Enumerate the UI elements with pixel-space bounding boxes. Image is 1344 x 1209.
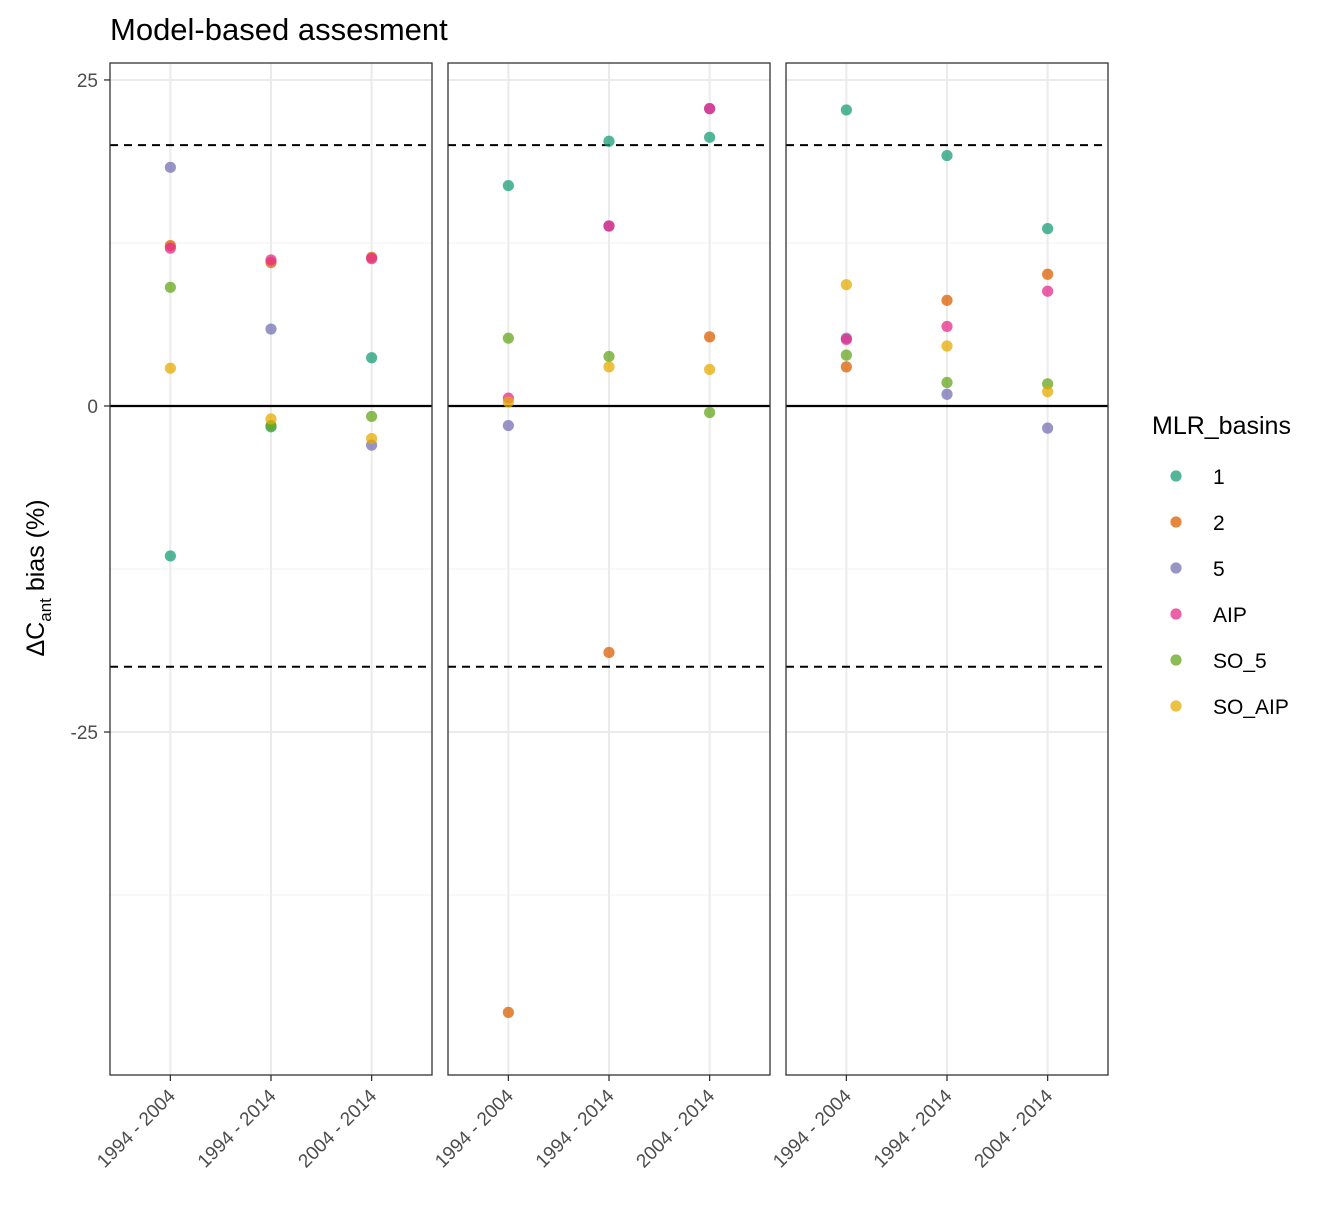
y-axis: 25 0 -25 [71, 71, 110, 744]
x-tick-label: 1994 - 2004 [769, 1085, 856, 1172]
data-point-AIP [941, 320, 953, 333]
legend-label: SO_AIP [1213, 696, 1289, 719]
data-point-1 [502, 179, 514, 192]
legend-label: SO_5 [1213, 650, 1267, 673]
y-tick-label: 25 [77, 71, 98, 92]
data-point-AIP [603, 220, 615, 232]
x-tick-label: 1994 - 2014 [870, 1085, 957, 1172]
panel-3: 1994 - 2004 1994 - 2014 2004 - 2014 [769, 62, 1109, 1172]
data-point-AIP [265, 254, 277, 266]
y-axis-label-subscript: ant [36, 598, 55, 622]
y-axis-label-suffix: bias (%) [22, 499, 50, 598]
data-point-1 [941, 149, 953, 162]
data-point-AIP [704, 103, 716, 115]
y-tick-label: -25 [71, 723, 98, 744]
chart-title: Model-based assesment [110, 12, 448, 47]
data-point-SO_5 [941, 376, 953, 389]
y-axis-label: ΔCant bias (%) [22, 499, 55, 656]
data-point-SO_AIP [366, 432, 378, 445]
data-point-2 [1042, 268, 1054, 280]
legend-key [1170, 516, 1182, 528]
legend-label: 5 [1213, 558, 1225, 581]
data-point-2 [603, 646, 615, 659]
data-point-1 [366, 352, 378, 364]
data-point-2 [941, 294, 953, 306]
data-point-SO_AIP [1042, 386, 1054, 398]
data-point-1 [704, 131, 716, 143]
data-point-SO_5 [502, 332, 514, 344]
data-point-1 [840, 104, 852, 116]
legend-key [1170, 608, 1182, 620]
data-point-5 [1042, 422, 1054, 434]
data-point-SO_5 [603, 350, 615, 363]
legend-item-AIP: AIP [1170, 604, 1247, 627]
data-point-SO_5 [840, 349, 852, 361]
data-point-SO_AIP [502, 396, 514, 408]
data-point-AIP [1042, 285, 1054, 297]
data-point-AIP [840, 333, 852, 346]
legend-item-2: 2 [1170, 512, 1225, 535]
x-tick-label: 1994 - 2004 [431, 1085, 518, 1172]
y-axis-label-prefix: ΔC [22, 622, 50, 657]
x-tick-label: 1994 - 2004 [93, 1085, 180, 1172]
legend-key [1170, 700, 1182, 712]
legend-item-SO_AIP: SO_AIP [1170, 696, 1289, 719]
data-point-5 [502, 419, 514, 432]
x-tick-label: 1994 - 2014 [532, 1085, 619, 1172]
x-tick-label: 2004 - 2014 [295, 1085, 382, 1172]
data-point-SO_AIP [840, 279, 852, 291]
legend-title: MLR_basins [1152, 412, 1291, 440]
data-point-AIP [164, 242, 176, 254]
data-point-AIP [366, 253, 378, 265]
x-tick-label: 2004 - 2014 [971, 1085, 1058, 1172]
data-point-5 [164, 161, 176, 173]
data-point-SO_5 [366, 410, 378, 423]
data-point-SO_AIP [941, 340, 953, 352]
data-point-2 [840, 361, 852, 373]
legend-items: 1 2 5 AIP SO_5 SO_AIP [1170, 466, 1289, 719]
data-point-SO_5 [704, 406, 716, 419]
data-point-SO_AIP [164, 362, 176, 374]
legend-item-1: 1 [1170, 466, 1225, 489]
data-point-SO_AIP [265, 413, 277, 425]
data-point-SO_5 [164, 281, 176, 293]
data-point-SO_AIP [704, 363, 716, 376]
panel-1: 1994 - 2004 1994 - 2014 2004 - 2014 [93, 62, 433, 1172]
legend-label: 2 [1213, 512, 1225, 535]
legend-item-SO_5: SO_5 [1170, 650, 1267, 673]
data-point-1 [603, 135, 615, 147]
x-tick-label: 2004 - 2014 [633, 1085, 720, 1172]
legend-label: AIP [1213, 604, 1247, 627]
legend-key [1170, 562, 1182, 574]
data-point-2 [704, 331, 716, 343]
data-point-SO_5 [1042, 378, 1054, 390]
data-point-1 [164, 550, 176, 562]
data-point-5 [941, 388, 953, 400]
data-point-SO_AIP [603, 361, 615, 373]
data-point-1 [1042, 223, 1054, 235]
data-point-2 [502, 1006, 514, 1019]
x-tick-label: 1994 - 2014 [194, 1085, 281, 1172]
legend: MLR_basins 1 2 5 AIP SO_5 SO_AIP [1152, 412, 1291, 719]
legend-key [1170, 470, 1182, 482]
legend-label: 1 [1213, 466, 1225, 489]
legend-item-5: 5 [1170, 558, 1225, 581]
facet-panels: 1994 - 2004 1994 - 2014 2004 - 2014 1994 - … [93, 62, 1109, 1172]
panel-2: 1994 - 2004 1994 - 2014 2004 - 2014 [431, 62, 771, 1172]
y-tick-label: 0 [87, 397, 98, 418]
legend-key [1170, 654, 1182, 666]
data-point-5 [265, 323, 277, 335]
